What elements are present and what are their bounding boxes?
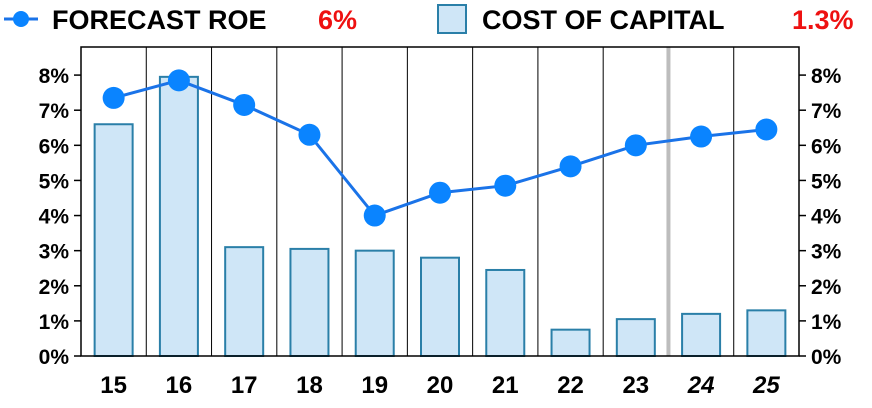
y-tick-label-right: 4%: [811, 206, 842, 229]
roe-point: [429, 181, 451, 204]
x-tick-label: 24: [687, 372, 715, 399]
x-tick-label: 15: [100, 372, 127, 399]
x-tick-label: 16: [166, 372, 193, 399]
y-tick-label-right: 0%: [811, 346, 842, 369]
bar-cost-of-capital: [746, 309, 787, 357]
x-tick-label: 17: [231, 372, 258, 399]
roe-point: [755, 118, 778, 141]
y-tick-label-right: 8%: [811, 65, 842, 88]
x-tick-label: 23: [622, 372, 649, 399]
x-tick-label: 19: [361, 372, 388, 399]
bar-cost-of-capital: [354, 249, 395, 357]
y-tick-label-right: 6%: [811, 135, 842, 158]
y-tick-label-left: 3%: [39, 241, 70, 264]
roe-point: [559, 155, 582, 178]
plot-frame: [80, 46, 800, 357]
legend-roe-label: FORECAST ROE: [52, 5, 267, 35]
roe-point: [494, 174, 517, 197]
roe-point: [102, 86, 125, 109]
plot-area: [80, 46, 800, 358]
legend-roe-marker: [4, 11, 38, 27]
y-tick-label-left: 0%: [39, 346, 70, 369]
y-tick-label-right: 3%: [811, 241, 842, 264]
x-tick-label: 18: [296, 372, 323, 399]
bar-cost-of-capital: [158, 75, 199, 357]
y-tick-label-left: 6%: [39, 135, 70, 158]
y-tick-label-left: 8%: [39, 65, 70, 88]
x-tick-label: 20: [427, 372, 454, 399]
legend-coc-swatch: [437, 4, 467, 34]
legend-roe-dot: [13, 11, 29, 27]
bar-cost-of-capital: [420, 256, 460, 358]
y-tick-label-right: 7%: [811, 100, 842, 123]
bar-cost-of-capital: [485, 268, 526, 357]
roe-point: [167, 69, 190, 92]
y-tick-label-left: 2%: [39, 276, 70, 299]
roe-point: [690, 125, 713, 148]
y-tick-label-left: 7%: [39, 100, 70, 123]
bar-cost-of-capital: [93, 123, 134, 357]
x-tick-label: 25: [752, 372, 780, 399]
y-axis-right: 0% 1% 2% 3% 4% 5% 6% 7% 8%: [799, 65, 842, 369]
bar-cost-of-capital: [615, 318, 656, 357]
legend-coc-value: 1.3%: [792, 5, 854, 35]
x-tick-label: 22: [557, 372, 584, 399]
y-tick-label-left: 4%: [39, 206, 70, 229]
y-tick-label-right: 2%: [811, 276, 842, 299]
y-tick-label-right: 5%: [811, 170, 842, 193]
bar-cost-of-capital: [681, 312, 722, 358]
roe-point: [624, 134, 647, 157]
roe-point: [233, 93, 256, 116]
bar-cost-of-capital: [224, 246, 265, 357]
x-tick-label: 21: [492, 372, 519, 399]
bar-cost-of-capital: [550, 328, 591, 357]
legend: FORECAST ROE 6% COST OF CAPITAL 1.3%: [4, 4, 854, 35]
x-axis: 15 16 17 18 19 20 21 22 23 24 25: [100, 372, 780, 399]
bar-cost-of-capital: [289, 247, 330, 357]
y-tick-label-left: 1%: [39, 311, 70, 334]
y-tick-label-right: 1%: [811, 311, 842, 334]
legend-coc-label: COST OF CAPITAL: [482, 5, 725, 35]
y-tick-label-left: 5%: [39, 170, 70, 193]
y-axis-left: 0% 1% 2% 3% 4% 5% 6% 7% 8%: [39, 65, 81, 369]
roe-point: [363, 204, 386, 227]
roe-point: [298, 123, 321, 146]
legend-roe-value: 6%: [318, 5, 357, 35]
